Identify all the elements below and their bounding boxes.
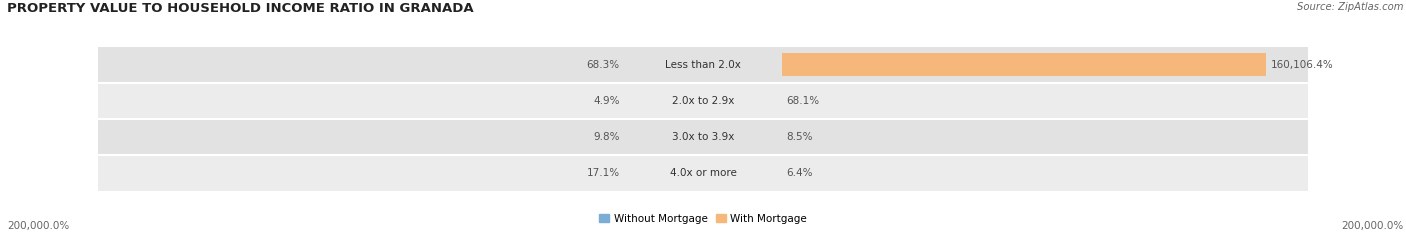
Bar xyxy=(782,53,1265,76)
Bar xyxy=(98,47,1308,83)
Text: 200,000.0%: 200,000.0% xyxy=(1341,221,1403,231)
Text: 4.0x or more: 4.0x or more xyxy=(669,168,737,178)
Text: 6.4%: 6.4% xyxy=(786,168,813,178)
Text: PROPERTY VALUE TO HOUSEHOLD INCOME RATIO IN GRANADA: PROPERTY VALUE TO HOUSEHOLD INCOME RATIO… xyxy=(7,2,474,15)
Legend: Without Mortgage, With Mortgage: Without Mortgage, With Mortgage xyxy=(595,209,811,228)
Text: 17.1%: 17.1% xyxy=(586,168,620,178)
Bar xyxy=(98,119,1308,155)
Text: Less than 2.0x: Less than 2.0x xyxy=(665,60,741,70)
Text: 68.3%: 68.3% xyxy=(586,60,620,70)
Text: 9.8%: 9.8% xyxy=(593,132,620,142)
Bar xyxy=(98,83,1308,119)
Text: 200,000.0%: 200,000.0% xyxy=(7,221,69,231)
Text: 160,106.4%: 160,106.4% xyxy=(1271,60,1333,70)
Text: 68.1%: 68.1% xyxy=(786,96,820,106)
Bar xyxy=(98,155,1308,191)
Text: 3.0x to 3.9x: 3.0x to 3.9x xyxy=(672,132,734,142)
Text: 2.0x to 2.9x: 2.0x to 2.9x xyxy=(672,96,734,106)
Text: Source: ZipAtlas.com: Source: ZipAtlas.com xyxy=(1296,2,1403,12)
Text: 8.5%: 8.5% xyxy=(786,132,813,142)
Text: 4.9%: 4.9% xyxy=(593,96,620,106)
